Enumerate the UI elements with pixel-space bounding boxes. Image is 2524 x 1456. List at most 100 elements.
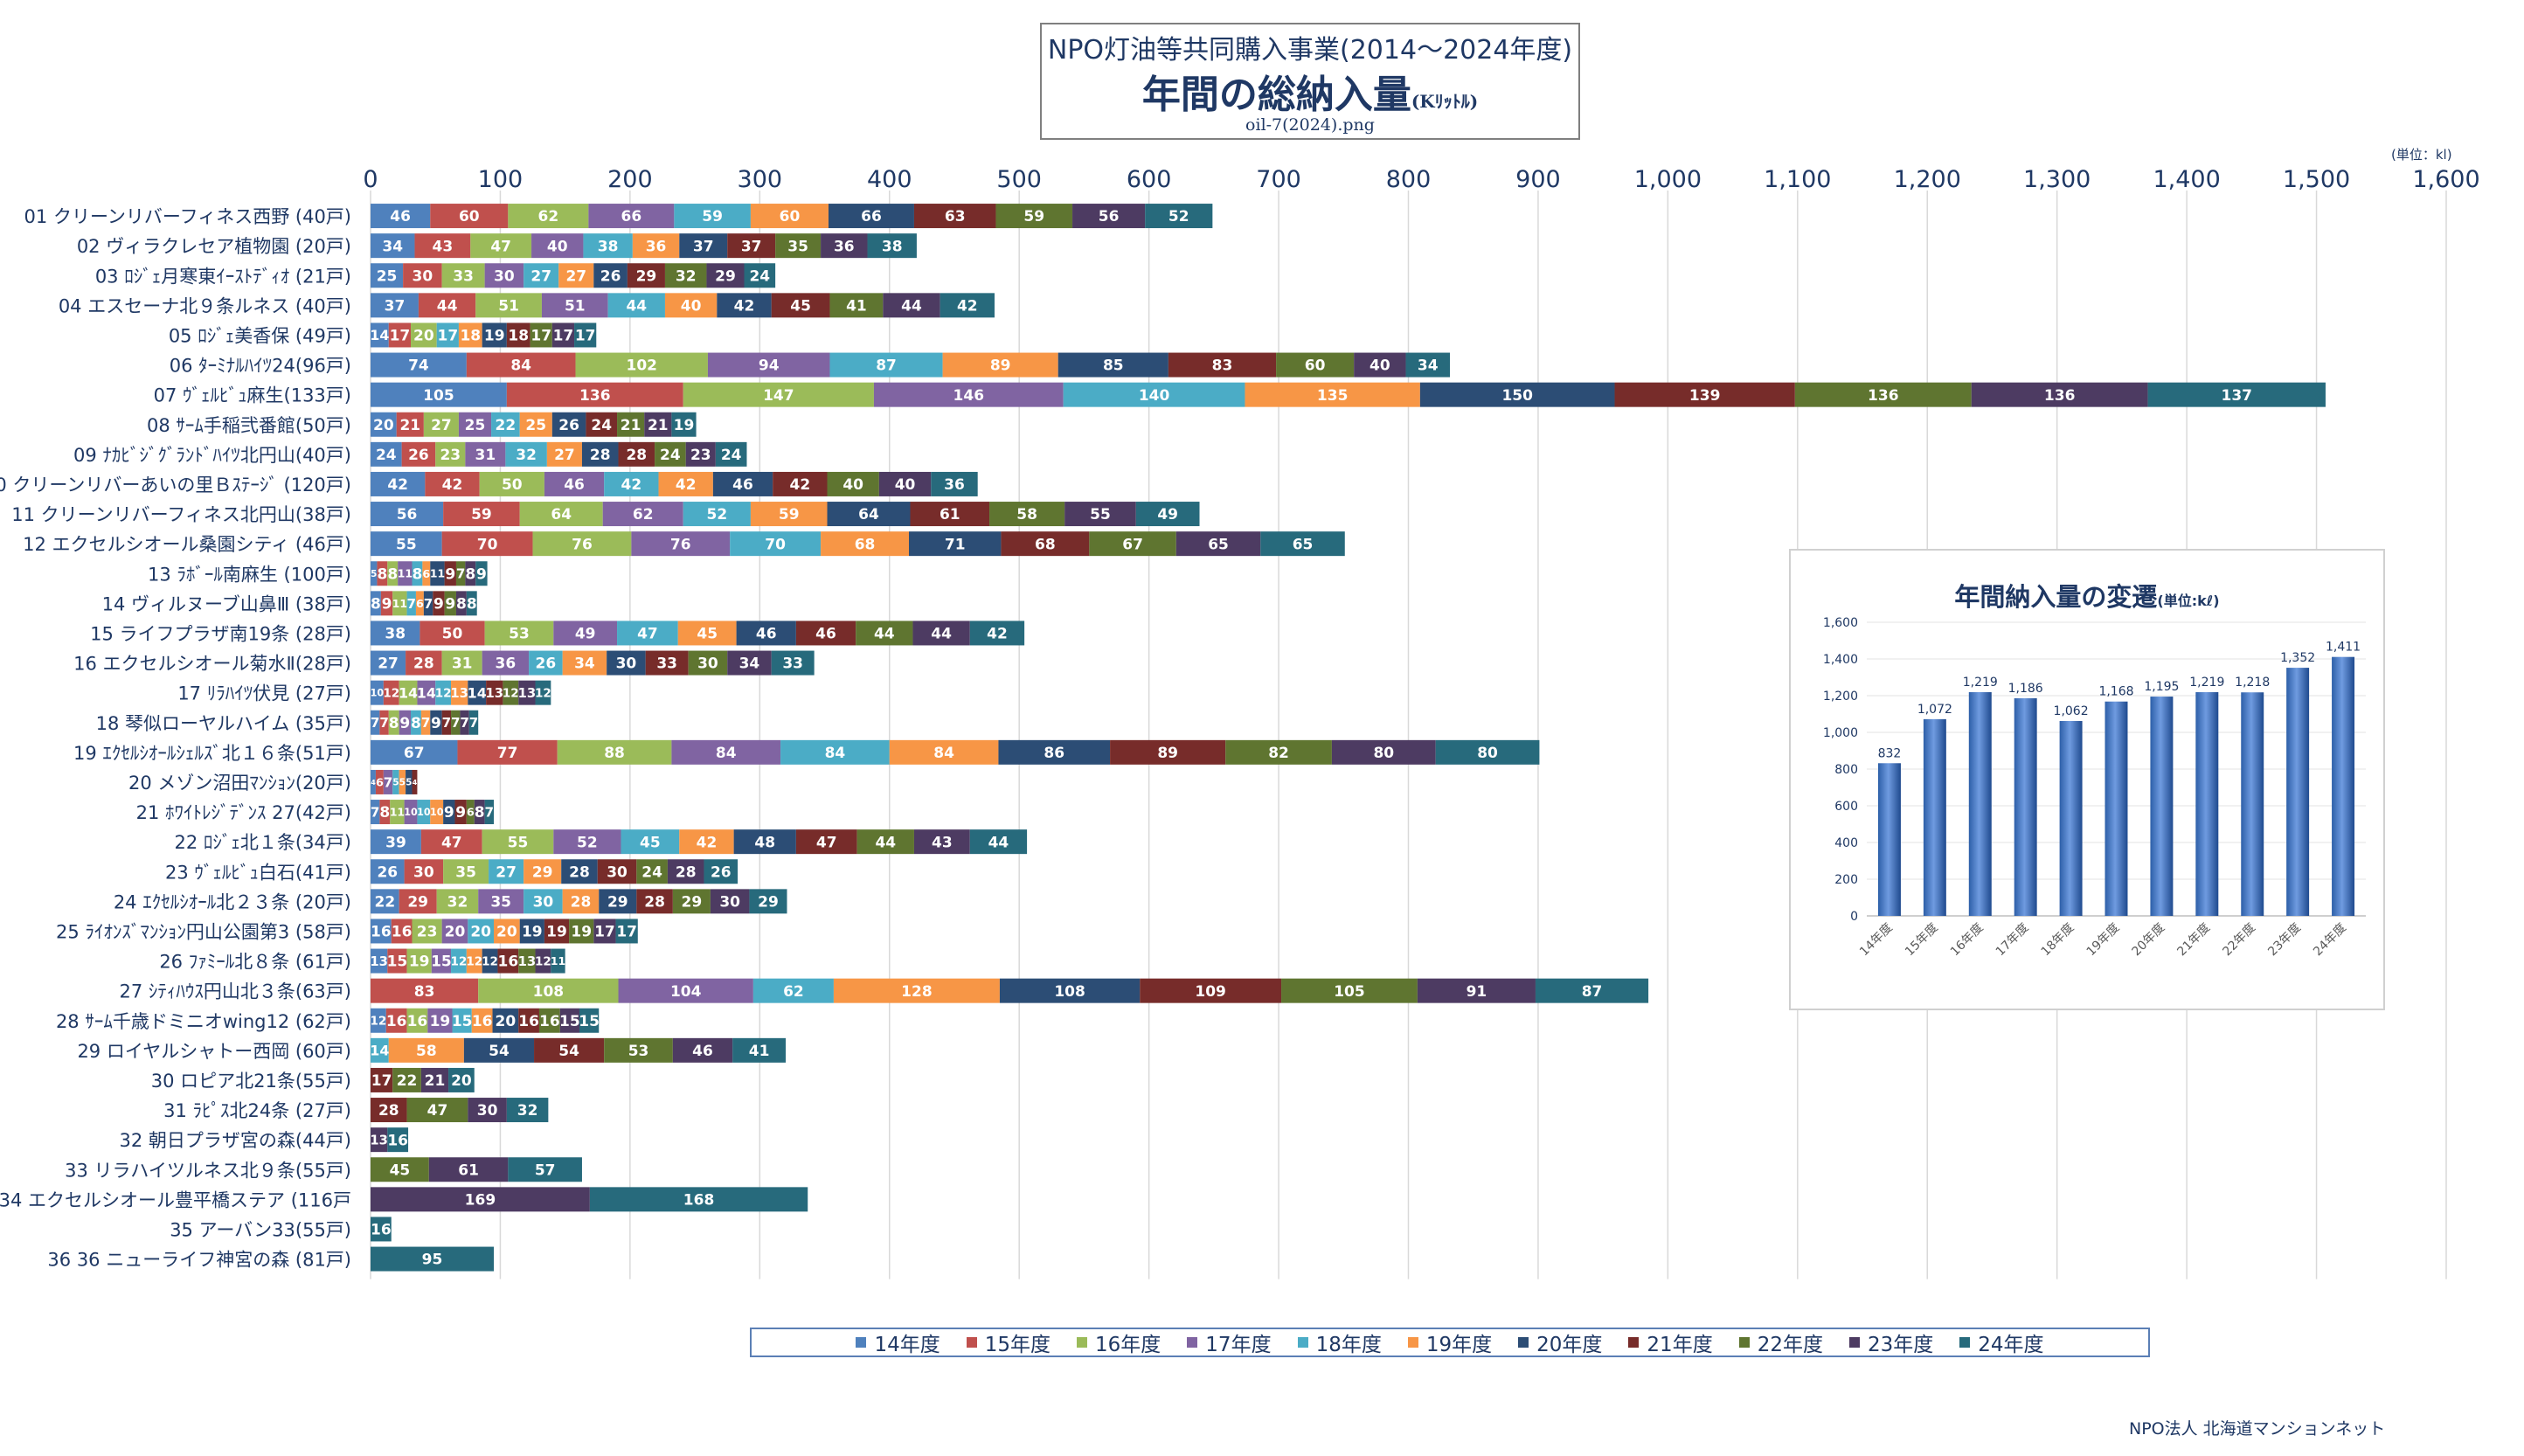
bar-segment bbox=[771, 293, 830, 318]
bar-value-label: 17 bbox=[371, 1072, 392, 1090]
bar-value-label: 6 bbox=[422, 568, 430, 581]
inset-x-tick-label: 22年度 bbox=[2220, 921, 2258, 960]
bar-segment bbox=[412, 769, 418, 794]
bar-segment bbox=[617, 621, 678, 646]
bar-value-label: 29 bbox=[532, 863, 553, 881]
bar-value-label: 27 bbox=[431, 417, 452, 434]
bar-segment bbox=[396, 412, 424, 437]
bar-value-label: 8 bbox=[456, 595, 467, 613]
bar-segment bbox=[371, 352, 467, 378]
bar-segment bbox=[1614, 382, 1795, 407]
bar-value-label: 22 bbox=[496, 417, 517, 434]
bar-segment bbox=[371, 561, 378, 586]
bar-value-label: 7 bbox=[442, 715, 452, 731]
bar-value-label: 16 bbox=[371, 1222, 392, 1239]
legend-swatch bbox=[1628, 1337, 1640, 1348]
bar-segment bbox=[371, 1037, 389, 1063]
bar-value-label: 7 bbox=[371, 715, 380, 731]
bar-segment bbox=[508, 1157, 582, 1182]
bar-segment bbox=[664, 293, 718, 318]
category-label: 31 ﾗﾋﾟｽ北24条 (27戸) bbox=[163, 1100, 351, 1121]
category-label: 11 クリーンリバーフィネス北円山(38戸) bbox=[11, 504, 351, 525]
bar-value-label: 60 bbox=[459, 208, 480, 225]
bar-value-label: 5 bbox=[392, 778, 399, 788]
bar-segment bbox=[969, 829, 1028, 855]
category-label: 15 ライフプラザ南19条 (28戸) bbox=[90, 623, 351, 644]
bar-value-label: 23 bbox=[690, 447, 711, 464]
bar-value-label: 150 bbox=[1501, 387, 1533, 405]
bar-segment bbox=[553, 829, 621, 855]
bar-value-label: 12 bbox=[482, 954, 498, 968]
bar-segment bbox=[827, 502, 911, 527]
bar-segment bbox=[375, 769, 384, 794]
bar-segment bbox=[706, 263, 745, 288]
legend-label: 23年度 bbox=[1867, 1334, 1934, 1356]
bar-value-label: 84 bbox=[933, 745, 954, 762]
category-label: 29 ロイヤルシャトー西岡 (60戸) bbox=[77, 1041, 351, 1062]
bar-segment bbox=[371, 441, 402, 467]
bar-value-label: 30 bbox=[697, 655, 718, 673]
bar-value-label: 12 bbox=[535, 954, 551, 968]
bar-segment bbox=[704, 859, 738, 884]
bar-segment bbox=[371, 621, 420, 646]
bar-value-label: 7 bbox=[406, 596, 416, 612]
bar-segment bbox=[427, 1008, 453, 1033]
bar-value-label: 17 bbox=[553, 328, 574, 345]
bar-value-label: 19 bbox=[430, 1013, 451, 1030]
bar-segment bbox=[387, 948, 407, 974]
bar-segment bbox=[482, 829, 554, 855]
bar-value-label: 44 bbox=[874, 626, 895, 643]
inset-bar bbox=[2332, 656, 2355, 916]
bar-value-label: 27 bbox=[554, 447, 575, 464]
category-label: 18 琴似ローヤルハイム (35戸) bbox=[96, 713, 351, 734]
bar-segment bbox=[430, 204, 509, 229]
legend-item: 20年度 bbox=[1518, 1328, 1602, 1357]
bar-value-label: 24 bbox=[660, 447, 681, 464]
bar-value-label: 52 bbox=[1168, 208, 1189, 225]
bar-value-label: 18 bbox=[508, 328, 529, 345]
bar-value-label: 12 bbox=[383, 687, 399, 701]
bar-value-label: 42 bbox=[387, 476, 408, 494]
bar-value-label: 23 bbox=[417, 924, 438, 941]
bar-segment bbox=[672, 889, 711, 914]
category-label: 08 ｻｰﾑ手稲弐番館(50戸) bbox=[147, 415, 351, 436]
bar-segment bbox=[529, 650, 563, 676]
bar-segment bbox=[671, 412, 697, 437]
bar-segment bbox=[679, 233, 728, 259]
bar-value-label: 40 bbox=[842, 476, 863, 494]
bar-value-label: 49 bbox=[1157, 506, 1178, 523]
inset-y-tick-label: 1,200 bbox=[1823, 690, 1858, 704]
bar-segment bbox=[574, 322, 597, 348]
bar-segment bbox=[428, 1157, 509, 1182]
category-label: 27 ｼﾃｨﾊｳｽ円山北３条(63戸) bbox=[119, 981, 351, 1002]
bar-value-label: 6 bbox=[376, 777, 384, 790]
bar-value-label: 20 bbox=[373, 417, 394, 434]
bar-segment bbox=[546, 441, 582, 467]
bar-value-label: 84 bbox=[510, 357, 531, 375]
bar-segment bbox=[391, 919, 413, 944]
bar-segment bbox=[420, 1067, 449, 1092]
bar-value-label: 4 bbox=[371, 779, 376, 787]
bar-segment bbox=[420, 710, 431, 735]
bar-value-label: 59 bbox=[702, 208, 723, 225]
inset-title-text: 年間納入量の変遷 bbox=[1954, 582, 2158, 612]
bar-value-label: 66 bbox=[621, 208, 642, 225]
bar-value-label: 70 bbox=[765, 536, 786, 553]
bar-value-label: 139 bbox=[1689, 387, 1721, 405]
bar-value-label: 8 bbox=[465, 565, 475, 583]
bar-segment bbox=[1168, 352, 1277, 378]
bar-segment bbox=[551, 412, 586, 437]
bar-value-label: 8 bbox=[413, 565, 423, 583]
legend-swatch bbox=[966, 1337, 977, 1348]
bar-value-label: 109 bbox=[1195, 983, 1226, 1001]
bar-value-label: 35 bbox=[490, 893, 511, 911]
bar-segment bbox=[559, 1008, 579, 1033]
bar-value-label: 16 bbox=[498, 953, 519, 971]
bar-segment bbox=[371, 769, 376, 794]
bar-value-label: 24 bbox=[591, 417, 612, 434]
bar-value-label: 74 bbox=[408, 357, 429, 375]
bar-value-label: 135 bbox=[1317, 387, 1349, 405]
bar-segment bbox=[470, 233, 532, 259]
bar-value-label: 30 bbox=[533, 893, 554, 911]
bar-segment bbox=[371, 650, 406, 676]
